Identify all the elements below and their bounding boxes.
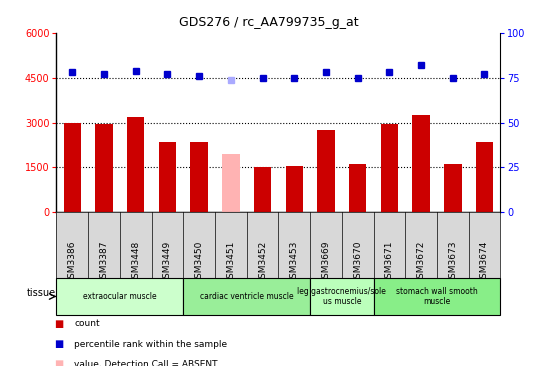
Bar [254,168,271,212]
Text: tissue: tissue [27,288,56,298]
Bar [412,115,430,212]
Bar [381,124,398,212]
Bar [349,164,366,212]
Bar [190,142,208,212]
Bar [286,166,303,212]
Text: count: count [74,320,100,328]
Text: value, Detection Call = ABSENT: value, Detection Call = ABSENT [74,360,218,366]
Bar [63,123,81,212]
Text: ■: ■ [54,319,63,329]
Bar [127,117,145,212]
Bar [444,164,462,212]
Text: ■: ■ [54,359,63,366]
Text: leg gastrocnemius/sole
us muscle: leg gastrocnemius/sole us muscle [298,287,386,306]
Text: GDS276 / rc_AA799735_g_at: GDS276 / rc_AA799735_g_at [179,16,359,30]
Bar [95,124,113,212]
Text: extraocular muscle: extraocular muscle [83,292,157,301]
Bar [476,142,493,212]
Bar [222,154,239,212]
Text: cardiac ventricle muscle: cardiac ventricle muscle [200,292,294,301]
Bar [159,142,176,212]
Bar [183,278,310,315]
Bar [310,278,373,315]
Text: ■: ■ [54,339,63,349]
Bar [56,278,183,315]
Bar [317,130,335,212]
Text: stomach wall smooth
muscle: stomach wall smooth muscle [396,287,478,306]
Text: percentile rank within the sample: percentile rank within the sample [74,340,228,348]
Bar [373,278,500,315]
